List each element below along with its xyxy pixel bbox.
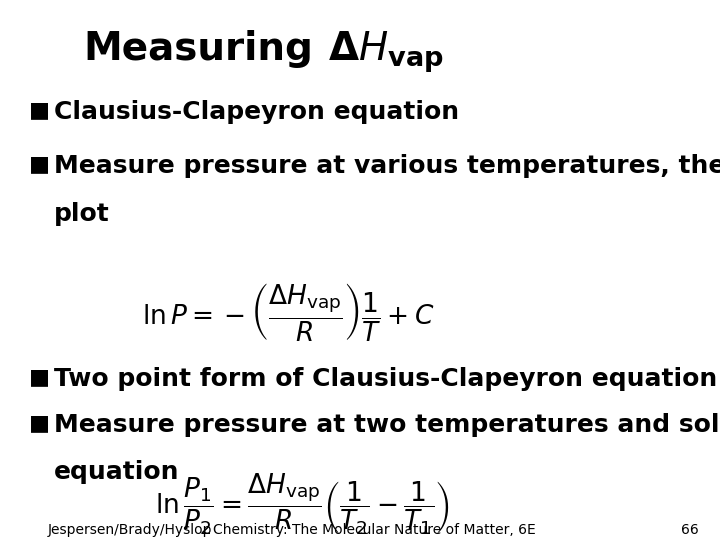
Text: plot: plot — [54, 202, 109, 226]
Text: Measuring: Measuring — [84, 30, 313, 68]
Text: ■: ■ — [29, 154, 50, 174]
Text: Measure pressure at various temperatures, then: Measure pressure at various temperatures… — [54, 154, 720, 178]
Text: ■: ■ — [29, 413, 50, 433]
Text: $\ln\dfrac{P_1}{P_2} = \dfrac{\Delta H_{\mathrm{vap}}}{R}\left(\dfrac{1}{T_2}-\d: $\ln\dfrac{P_1}{P_2} = \dfrac{\Delta H_{… — [155, 472, 450, 537]
Text: ■: ■ — [29, 367, 50, 387]
Text: Chemistry: The Molecular Nature of Matter, 6E: Chemistry: The Molecular Nature of Matte… — [213, 523, 536, 537]
Text: $\mathbf{\Delta}\mathit{H}_{\mathbf{vap}}$: $\mathbf{\Delta}\mathit{H}_{\mathbf{vap}… — [328, 30, 444, 76]
Text: ■: ■ — [29, 100, 50, 120]
Text: Measure pressure at two temperatures and solve: Measure pressure at two temperatures and… — [54, 413, 720, 437]
Text: Two point form of Clausius-Clapeyron equation: Two point form of Clausius-Clapeyron equ… — [54, 367, 717, 391]
Text: Clausius-Clapeyron equation: Clausius-Clapeyron equation — [54, 100, 459, 124]
Text: $\ln P = -\left(\dfrac{\Delta H_{\mathrm{vap}}}{R}\right)\dfrac{1}{T}+C$: $\ln P = -\left(\dfrac{\Delta H_{\mathrm… — [142, 281, 434, 343]
Text: equation: equation — [54, 460, 179, 484]
Text: Jespersen/Brady/Hyslop: Jespersen/Brady/Hyslop — [48, 523, 212, 537]
Text: 66: 66 — [680, 523, 698, 537]
